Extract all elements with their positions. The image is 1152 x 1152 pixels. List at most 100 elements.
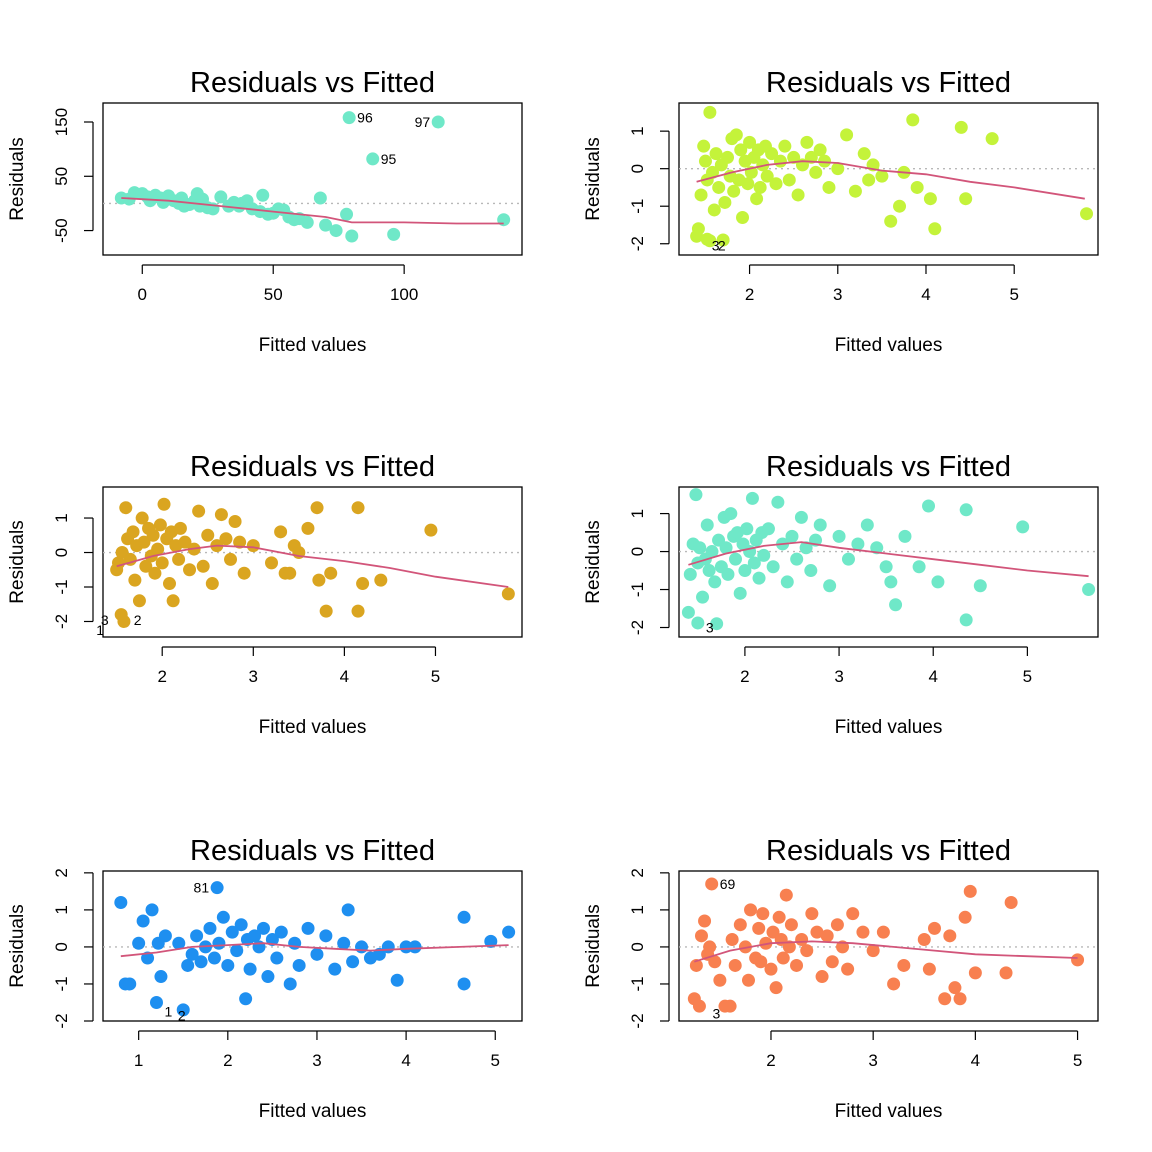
panel-3: 2 3 4 5 -2 -1 0 1 Residuals vs Fitted Fitted valu… [7,451,523,738]
data-point [953,992,967,1006]
x-axis-label: Fitted values [259,717,367,738]
data-point [132,594,146,608]
data-point [795,933,809,947]
point-label: 3 [101,612,109,628]
y-tick-label: 1 [628,126,647,135]
data-point [840,128,854,142]
y-tick-label: -2 [628,1013,647,1028]
data-point [683,567,697,581]
data-point [927,921,941,935]
data-point [162,577,176,591]
data-point [387,227,401,241]
x-tick-label: 1 [134,1051,143,1070]
data-point [708,955,722,969]
data-point [234,918,248,932]
y-axis-label: Residuals [7,137,28,220]
data-point [190,929,204,943]
data-point [818,154,832,168]
data-point [985,132,999,146]
data-point [724,507,738,521]
y-tick-label: -50 [52,218,71,243]
y-tick-label: 0 [628,547,647,556]
data-point [274,925,288,939]
chart-title: Residuals vs Fitted [766,451,1011,483]
chart-title: Residuals vs Fitted [190,451,435,483]
data-point [114,895,128,909]
data-point [813,143,827,157]
data-point [879,560,893,574]
data-point [820,929,834,943]
data-point [185,947,199,961]
x-tick-label: 5 [491,1051,500,1070]
data-point [832,529,846,543]
data-point [228,514,242,528]
data-point [265,556,279,570]
data-point [300,215,314,229]
data-point [917,933,931,947]
point-label: 95 [381,151,397,167]
point-label: 1 [164,1004,172,1020]
data-point [172,936,186,950]
plot-frame [678,486,1099,638]
data-point [153,518,167,532]
data-point [772,910,786,924]
data-point [149,995,163,1009]
data-point [809,165,823,179]
point-label: 81 [194,880,210,896]
data-point [313,191,327,205]
point-label: 1 [96,622,104,638]
data-point [126,525,140,539]
data-points [114,111,511,243]
data-point [337,936,351,950]
data-point [752,571,766,585]
data-point [738,564,752,578]
y-axis-label: Residuals [583,520,604,603]
chart-title: Residuals vs Fitted [766,67,1011,99]
data-point [693,541,707,555]
data-point [212,936,226,950]
x-axis-label: Fitted values [835,1101,943,1122]
data-point [705,877,719,891]
data-point [141,951,155,965]
data-point [753,180,767,194]
data-point [769,981,783,995]
data-point [137,535,151,549]
data-point [148,566,162,580]
data-point [135,511,149,525]
data-point [743,135,757,149]
data-point [256,188,270,202]
data-point [210,881,224,895]
data-point [351,501,365,515]
x-tick-label: 3 [868,1051,877,1070]
x-tick-label: 0 [138,285,147,304]
data-point [705,545,719,559]
data-point [733,918,747,932]
data-point [224,552,238,566]
data-point [790,552,804,566]
data-point [764,962,778,976]
data-point [756,907,770,921]
x-tick-label: 4 [971,1051,980,1070]
data-point [692,999,706,1013]
point-label: 69 [720,876,736,892]
y-axis: -2 -1 0 1 [628,126,670,251]
data-point [719,541,733,555]
data-point [283,977,297,991]
data-point [128,573,142,587]
x-axis-label: Fitted values [259,1101,367,1122]
data-point [716,233,730,247]
data-point [178,535,192,549]
data-point [181,958,195,972]
data-point [922,499,936,513]
x-tick-label: 4 [340,667,349,686]
data-point [310,501,324,515]
x-tick-label: 3 [312,1051,321,1070]
y-tick-label: -1 [628,199,647,214]
panel-6: 2 3 4 5 -2 -1 0 1 2 Residuals vs Fitted Fitted val… [583,835,1099,1122]
data-point [728,958,742,972]
data-point [681,605,695,619]
x-tick-label: 2 [223,1051,232,1070]
data-point [457,977,471,991]
y-tick-label: -1 [52,579,71,594]
data-point [111,556,125,570]
